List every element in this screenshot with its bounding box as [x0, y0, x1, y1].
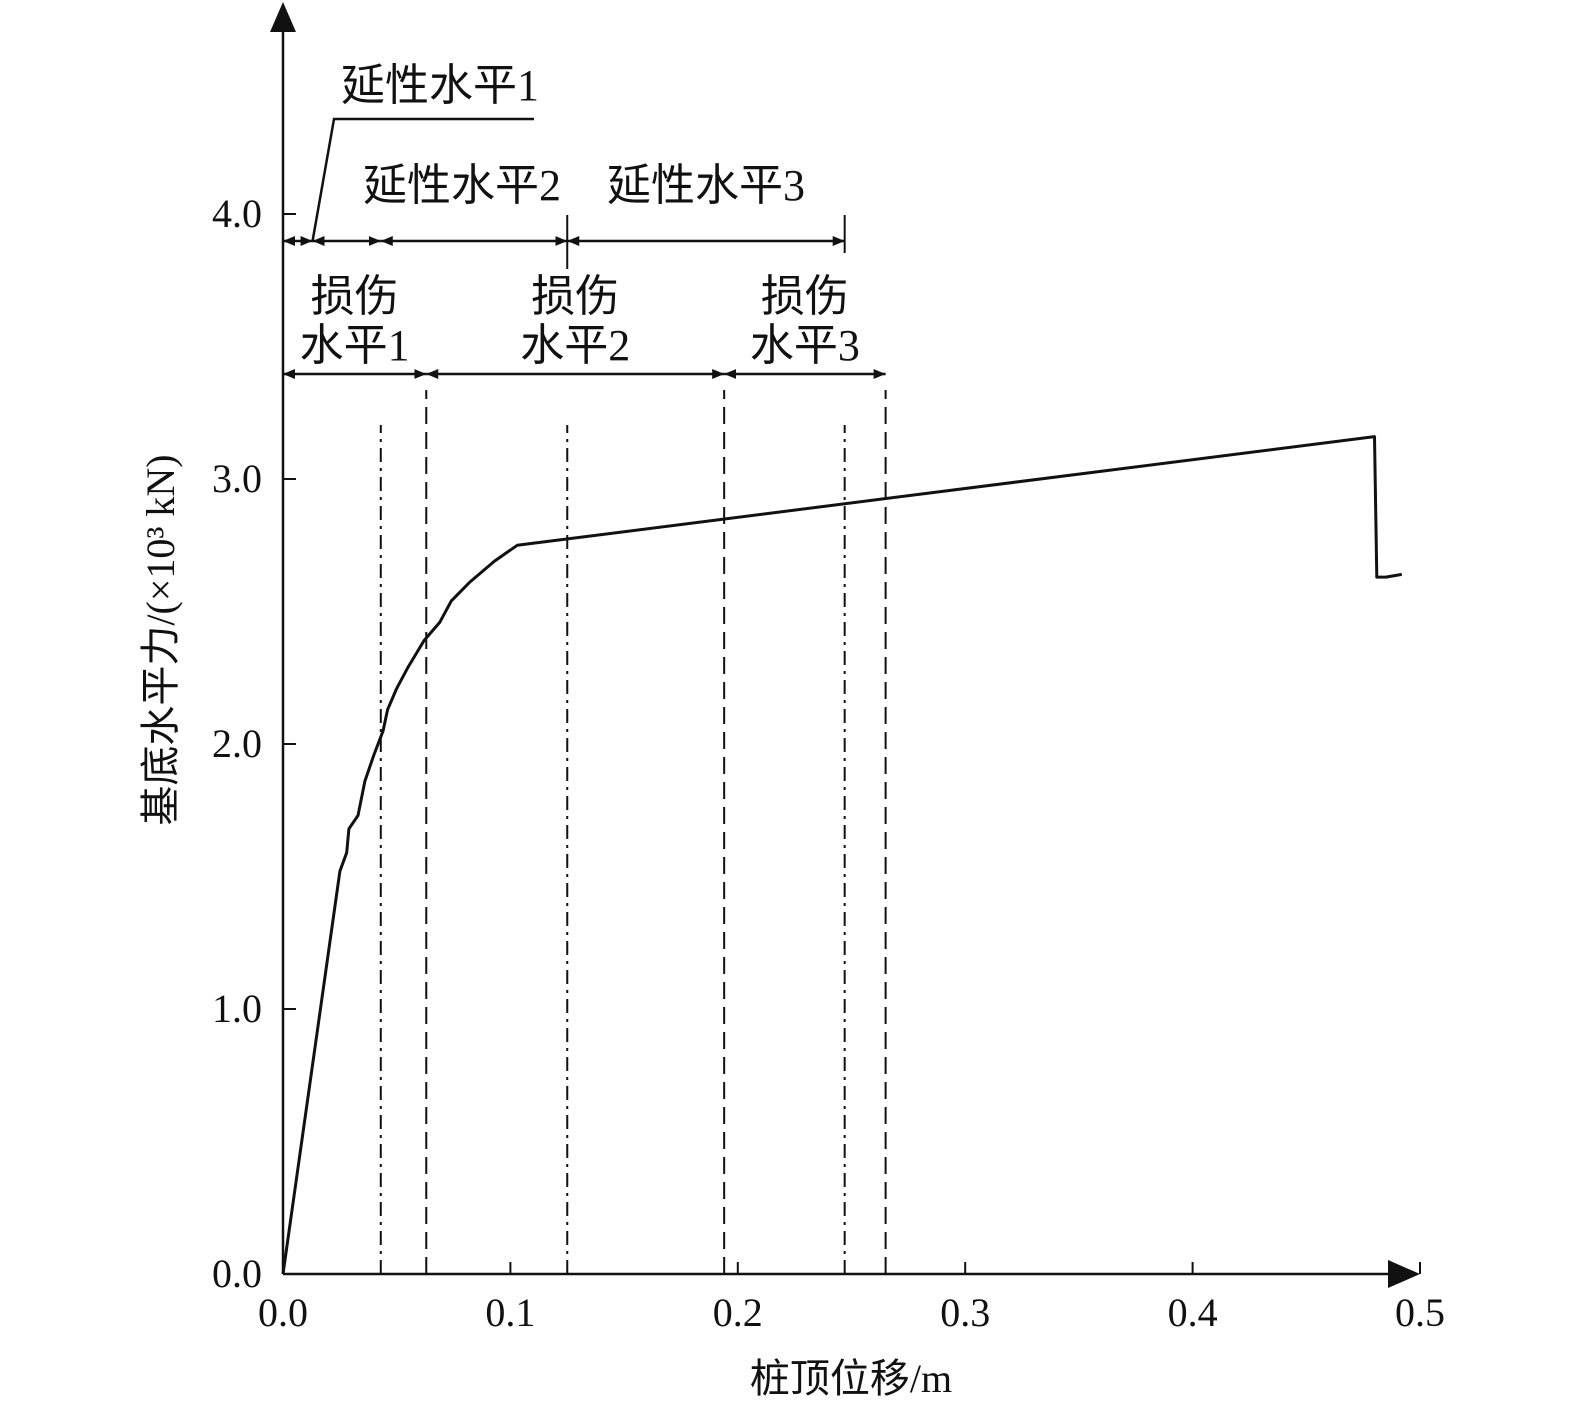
ductility-1-leader: [311, 117, 534, 242]
damage-2-label-line2: 水平2: [520, 321, 630, 370]
x-tick-label: 0.0: [258, 1290, 308, 1335]
damage-1-label-line1: 损伤: [311, 272, 399, 321]
y-axis-label: 基底水平力/(×10³ kN): [138, 454, 183, 825]
x-tick-label: 0.2: [713, 1290, 763, 1335]
damage-1-label-line2: 水平1: [300, 321, 410, 370]
y-tick-label: 1.0: [212, 986, 262, 1031]
y-tick-label: 0.0: [212, 1251, 262, 1296]
x-tick-label: 0.5: [1395, 1290, 1445, 1335]
x-tick-label: 0.4: [1168, 1290, 1218, 1335]
damage-2-label-line1: 损伤: [531, 272, 619, 321]
ductility-1-label: 延性水平1: [341, 61, 539, 110]
limit-state-markers: [379, 390, 887, 1274]
damage-3-label-line1: 损伤: [761, 272, 849, 321]
x-axis-label: 桩顶位移/m: [750, 1356, 952, 1401]
ductility-3-label: 延性水平3: [607, 161, 805, 210]
ductility-2-label: 延性水平2: [363, 161, 561, 210]
damage-3-label-line2: 水平3: [750, 321, 860, 370]
x-ticks: 0.0 0.1 0.2 0.3 0.4 0.5: [258, 1262, 1445, 1335]
series-line: [281, 435, 1403, 1275]
y-tick-label: 3.0: [212, 456, 262, 501]
y-tick-label: 4.0: [212, 191, 262, 236]
x-tick-label: 0.1: [485, 1290, 535, 1335]
y-axis-arrow-icon: [270, 2, 296, 32]
x-tick-label: 0.3: [940, 1290, 990, 1335]
x-axis-arrow-icon: [1388, 1260, 1420, 1288]
y-tick-label: 2.0: [212, 721, 262, 766]
y-ticks: 0.0 1.0 2.0 3.0 4.0: [212, 191, 296, 1296]
